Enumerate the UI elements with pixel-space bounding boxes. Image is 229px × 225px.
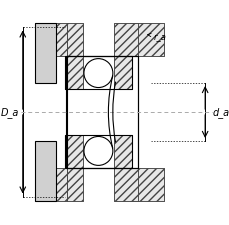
Bar — [65, 57, 82, 89]
Bar — [35, 24, 67, 57]
Bar — [113, 136, 131, 168]
Text: D_a: D_a — [0, 107, 19, 118]
Bar — [35, 168, 67, 201]
Bar — [113, 57, 131, 89]
Bar — [35, 24, 67, 57]
Text: d_a: d_a — [211, 107, 228, 118]
Bar — [113, 168, 138, 201]
Circle shape — [84, 137, 112, 166]
Circle shape — [84, 59, 112, 88]
Bar — [35, 141, 56, 201]
Bar — [65, 57, 131, 89]
Bar — [113, 168, 138, 201]
Bar — [35, 24, 56, 84]
Bar — [67, 24, 82, 57]
Bar — [67, 24, 82, 57]
Bar — [113, 136, 131, 168]
Bar — [65, 136, 82, 168]
Bar — [66, 57, 138, 168]
Bar — [67, 168, 82, 201]
Bar — [129, 24, 163, 57]
Bar — [129, 24, 163, 57]
Bar — [67, 168, 82, 201]
Bar — [129, 168, 163, 201]
Bar — [129, 168, 163, 201]
Text: r_a: r_a — [147, 32, 166, 41]
Bar — [65, 136, 82, 168]
Bar — [113, 24, 138, 57]
Bar — [113, 24, 138, 57]
Bar — [35, 168, 67, 201]
Bar — [65, 136, 131, 168]
Bar — [113, 57, 131, 89]
Bar — [65, 57, 82, 89]
Bar — [67, 57, 138, 168]
